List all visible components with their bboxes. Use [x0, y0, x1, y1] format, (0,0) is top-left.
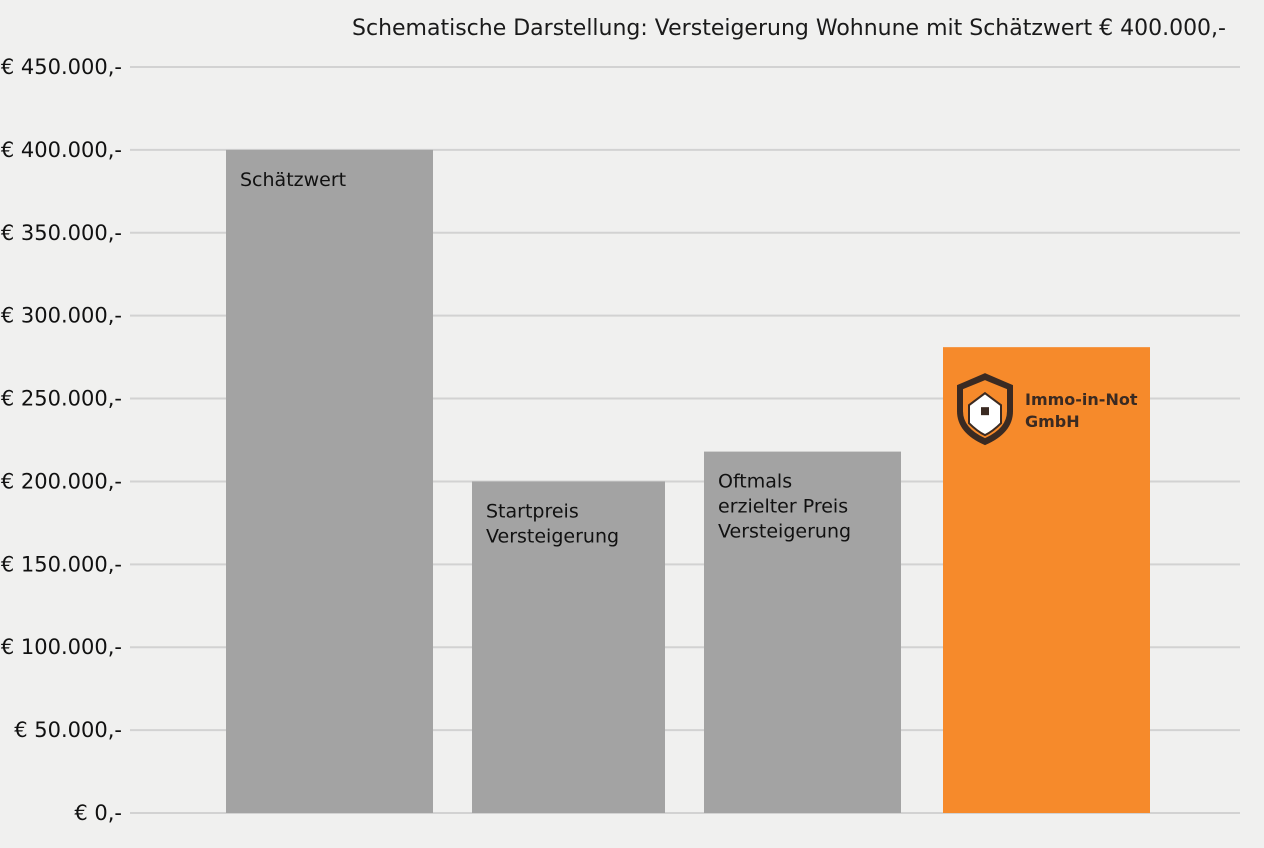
y-tick-label: € 200.000,- [1, 469, 122, 493]
bar-label: Schätzwert [240, 169, 346, 191]
y-tick-label: € 150.000,- [1, 552, 122, 576]
y-tick-label: € 300.000,- [1, 304, 122, 328]
y-tick-label: € 400.000,- [1, 138, 122, 162]
bar [226, 149, 433, 813]
bar-label: Oftmals [718, 471, 792, 493]
y-tick-label: € 50.000,- [14, 718, 122, 742]
y-tick-label: € 250.000,- [1, 387, 122, 411]
bar-label: Versteigerung [486, 525, 619, 547]
y-tick-label: € 450.000,- [1, 55, 122, 79]
y-tick-label: € 350.000,- [1, 221, 122, 245]
house-window [981, 407, 989, 416]
chart-title: Schematische Darstellung: Versteigerung … [352, 16, 1226, 41]
bar [704, 451, 901, 813]
logo-text: Immo-in-Not [1025, 390, 1138, 409]
bar-label: erzielter Preis [718, 496, 848, 518]
bar-label: Versteigerung [718, 521, 851, 543]
y-tick-label: € 0,- [74, 801, 122, 825]
bar-label: Startpreis [486, 500, 579, 522]
y-tick-label: € 100.000,- [1, 635, 122, 659]
company-logo [957, 373, 1013, 446]
bar [472, 481, 665, 813]
logo-text: GmbH [1025, 412, 1080, 431]
